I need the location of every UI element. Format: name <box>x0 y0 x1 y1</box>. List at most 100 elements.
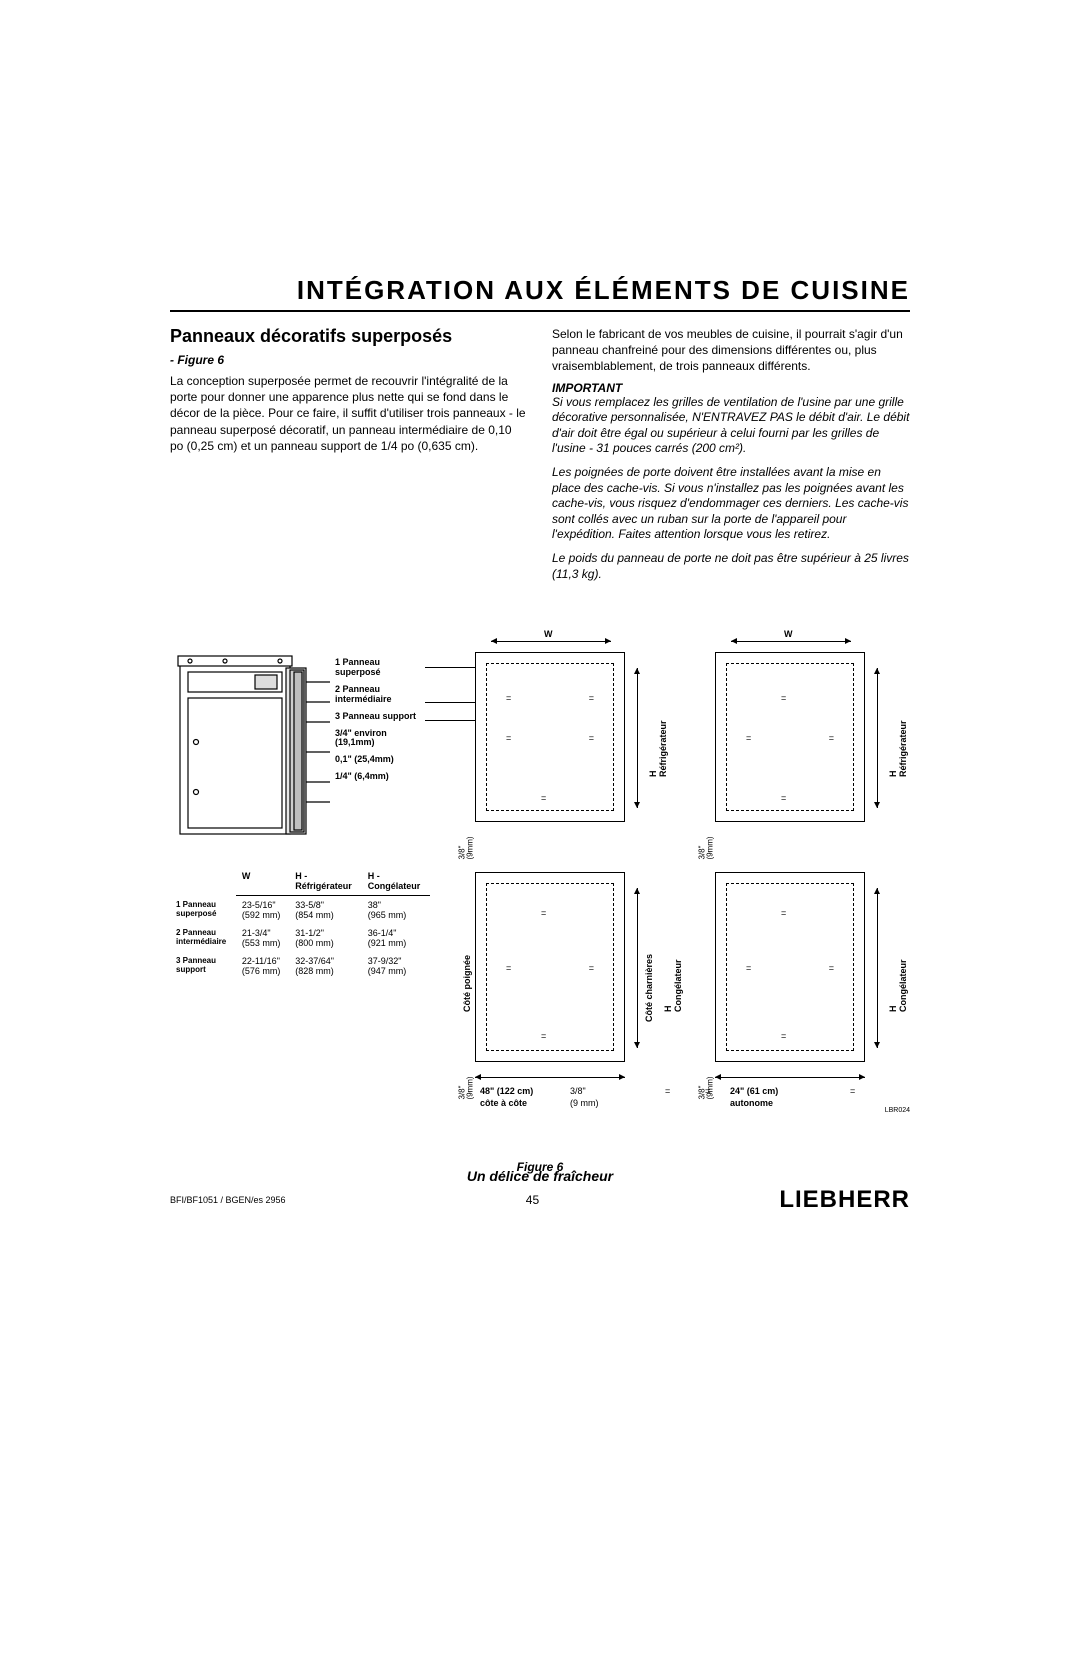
eq-mark: = <box>589 963 594 973</box>
dim-arrow-h <box>877 888 878 1048</box>
panel-box-ref-right: W = = = = <box>715 652 865 822</box>
eq-mark: = <box>829 963 834 973</box>
figure-ref-code: LBR024 <box>885 1107 910 1114</box>
bottom-label-38a: 3/8" <box>570 1086 586 1096</box>
eq-mark: = <box>541 908 546 918</box>
eq-mark: = <box>541 793 546 803</box>
bottom-label-38b: (9 mm) <box>570 1098 599 1108</box>
leader-line <box>425 720 475 721</box>
dim-arrow-h <box>877 668 878 808</box>
eq-mark: = <box>705 1086 710 1096</box>
th-href: H -Réfrigérateur <box>289 867 361 896</box>
row-label: 3 Panneausupport <box>170 952 236 980</box>
eq-mark: = <box>506 963 511 973</box>
tagline: Un délice de fraîcheur <box>370 1168 710 1184</box>
eq-mark: = <box>781 693 786 703</box>
panel-box-cong-right: = = = = <box>715 872 865 1062</box>
fridge-illustration <box>170 642 330 842</box>
table-header-row: W H -Réfrigérateur H -Congélateur <box>170 867 430 896</box>
eq-mark: = <box>541 1031 546 1041</box>
gap-label-1: 3/8"(9mm) <box>459 837 475 860</box>
hinge-side-label: Côté charnières <box>644 954 654 1022</box>
callout-2: 2 Panneauintermédiaire <box>335 685 416 705</box>
eq-mark: = <box>506 693 511 703</box>
callout-3: 3 Panneau support <box>335 712 416 722</box>
right-body-text: Selon le fabricant de vos meubles de cui… <box>552 326 910 375</box>
h-ref-label-l: HRéfrigérateur <box>648 721 668 778</box>
bottom-label-48a: 48" (122 cm) <box>480 1086 533 1096</box>
left-body-text: La conception superposée permet de recou… <box>170 373 528 454</box>
page-number: 45 <box>526 1193 539 1207</box>
leader-line <box>425 667 475 668</box>
table-row: 1 Panneausuperposé 23-5/16"(592 mm) 33-5… <box>170 896 430 925</box>
two-column-body: Panneaux décoratifs superposés - Figure … <box>170 326 910 582</box>
cell: 38"(965 mm) <box>362 896 430 925</box>
handle-side-label: Côté poignée <box>462 955 472 1012</box>
eq-mark: = <box>746 963 751 973</box>
callout-4: 3/4" environ(19,1mm) <box>335 729 416 749</box>
left-column: Panneaux décoratifs superposés - Figure … <box>170 326 528 582</box>
bottom-label-48b: côte à côte <box>480 1098 527 1108</box>
h-cong-label-l: HCongélateur <box>663 960 683 1013</box>
eq-mark: = <box>665 1086 670 1096</box>
eq-mark: = <box>506 733 511 743</box>
w-label: W <box>544 629 553 639</box>
doc-id: BFI/BF1051 / BGEN/es 2956 <box>170 1195 286 1205</box>
bottom-label-24b: autonome <box>730 1098 773 1108</box>
callout-6: 1/4" (6,4mm) <box>335 772 416 782</box>
bottom-dim-48 <box>475 1077 625 1078</box>
cell: 31-1/2"(800 mm) <box>289 924 361 952</box>
page-title: INTÉGRATION AUX ÉLÉMENTS DE CUISINE <box>170 275 910 312</box>
dim-arrow-h <box>637 668 638 808</box>
table-row: 3 Panneausupport 22-11/16"(576 mm) 32-37… <box>170 952 430 980</box>
important-label: IMPORTANT <box>552 381 910 395</box>
bottom-dim-24 <box>715 1077 865 1078</box>
dim-arrow-h <box>637 888 638 1048</box>
row-label: 2 Panneauintermédiaire <box>170 924 236 952</box>
important-para-3: Le poids du panneau de porte ne doit pas… <box>552 551 910 582</box>
callout-5: 0,1" (25,4mm) <box>335 755 416 765</box>
right-column: Selon le fabricant de vos meubles de cui… <box>552 326 910 582</box>
table-row: 2 Panneauintermédiaire 21-3/4"(553 mm) 3… <box>170 924 430 952</box>
eq-mark: = <box>746 733 751 743</box>
dimension-table: W H -Réfrigérateur H -Congélateur 1 Pann… <box>170 867 430 980</box>
bottom-label-24a: 24" (61 cm) <box>730 1086 778 1096</box>
cell: 36-1/4"(921 mm) <box>362 924 430 952</box>
page: INTÉGRATION AUX ÉLÉMENTS DE CUISINE Pann… <box>0 0 1080 1669</box>
th-hcong: H -Congélateur <box>362 867 430 896</box>
eq-mark: = <box>589 693 594 703</box>
h-ref-label-r: HRéfrigérateur <box>888 721 908 778</box>
callout-1: 1 Panneausuperposé <box>335 658 416 678</box>
important-para-1: Si vous remplacez les grilles de ventila… <box>552 395 910 457</box>
gap-label-2: 3/8"(9mm) <box>699 837 715 860</box>
th-w: W <box>236 867 289 896</box>
panel-box-ref-left: W = = = = = <box>475 652 625 822</box>
eq-mark: = <box>850 1086 855 1096</box>
eq-mark: = <box>589 733 594 743</box>
brand-logo: LIEBHERR <box>779 1186 910 1214</box>
figure-area: 1 Panneausuperposé 2 Panneauintermédiair… <box>170 642 910 1142</box>
cell: 22-11/16"(576 mm) <box>236 952 289 980</box>
callout-list: 1 Panneausuperposé 2 Panneauintermédiair… <box>335 658 416 789</box>
cell: 21-3/4"(553 mm) <box>236 924 289 952</box>
cell: 32-37/64"(828 mm) <box>289 952 361 980</box>
eq-mark: = <box>829 733 834 743</box>
cell: 23-5/16"(592 mm) <box>236 896 289 925</box>
dim-arrow-w <box>731 641 851 642</box>
eq-mark: = <box>781 1031 786 1041</box>
h-cong-label-r: HCongélateur <box>888 960 908 1013</box>
figure-reference: - Figure 6 <box>170 353 528 367</box>
dim-arrow-w <box>491 641 611 642</box>
section-heading: Panneaux décoratifs superposés <box>170 326 528 347</box>
panel-box-cong-left: = = = = <box>475 872 625 1062</box>
eq-mark: = <box>781 793 786 803</box>
cell: 33-5/8"(854 mm) <box>289 896 361 925</box>
gap-label-3: 3/8"(9mm) <box>459 1077 475 1100</box>
leader-line <box>425 702 475 703</box>
page-footer: Un délice de fraîcheur BFI/BF1051 / BGEN… <box>170 1168 910 1214</box>
cell: 37-9/32"(947 mm) <box>362 952 430 980</box>
eq-mark: = <box>781 908 786 918</box>
row-label: 1 Panneausuperposé <box>170 896 236 925</box>
important-para-2: Les poignées de porte doivent être insta… <box>552 465 910 543</box>
th-blank <box>170 867 236 896</box>
